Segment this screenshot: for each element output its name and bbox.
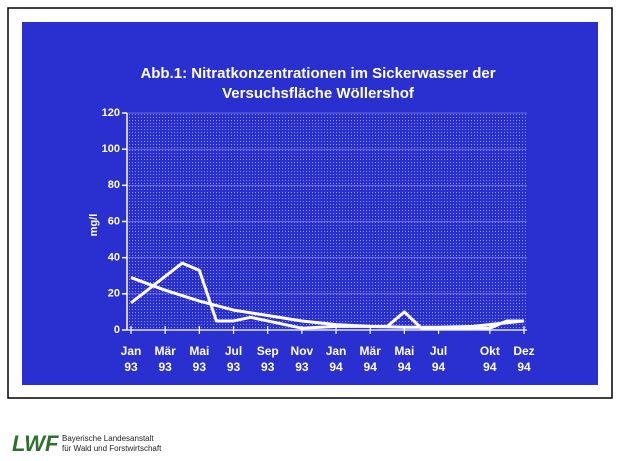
data-line (130, 261, 524, 330)
x-tick-label: Okt (480, 344, 500, 358)
data-line (130, 276, 525, 329)
x-tick-label: 93 (295, 360, 309, 374)
y-tick-label: 0 (114, 324, 120, 336)
x-tick-label: 93 (227, 360, 241, 374)
x-tick-label: Mai (189, 344, 209, 358)
x-tick-label: 94 (517, 360, 531, 374)
x-tick-label: 93 (158, 360, 172, 374)
x-tick-label: Jan (121, 344, 142, 358)
x-tick-label: Sep (257, 344, 279, 358)
x-tick-label: 94 (398, 360, 412, 374)
x-tick-label: Jan (326, 344, 347, 358)
x-tick-label: 93 (124, 360, 138, 374)
x-tick-label: Jul (225, 344, 242, 358)
x-tick-label: 93 (261, 360, 275, 374)
logo: LWF (12, 431, 59, 456)
x-tick-label: Nov (291, 344, 314, 358)
y-tick-label: 120 (102, 107, 120, 119)
x-tick-label: Mai (394, 344, 414, 358)
y-tick-label: 40 (108, 252, 120, 264)
y-tick-label: 100 (102, 143, 120, 155)
x-tick-label: 94 (483, 360, 497, 374)
x-tick-label: Mär (360, 344, 382, 358)
x-tick-label: Jul (430, 344, 447, 358)
x-tick-label: Dez (513, 344, 534, 358)
x-tick-label: 94 (364, 360, 378, 374)
y-axis-label: mg/l (88, 214, 100, 237)
x-tick-label: 94 (432, 360, 446, 374)
y-tick-label: 80 (108, 179, 120, 191)
footer-text: Bayerische Landesanstalt (62, 434, 154, 443)
x-tick-label: 94 (329, 360, 343, 374)
x-tick-label: 93 (193, 360, 207, 374)
footer-text: für Wald und Forstwirtschaft (62, 444, 162, 453)
y-tick-label: 20 (108, 288, 120, 300)
y-tick-label: 60 (108, 215, 120, 227)
x-tick-label: Mär (155, 344, 177, 358)
chart-title: Abb.1: Nitratkonzentrationen im Sickerwa… (140, 65, 495, 82)
chart-title: Versuchsfläche Wöllershof (222, 85, 415, 102)
